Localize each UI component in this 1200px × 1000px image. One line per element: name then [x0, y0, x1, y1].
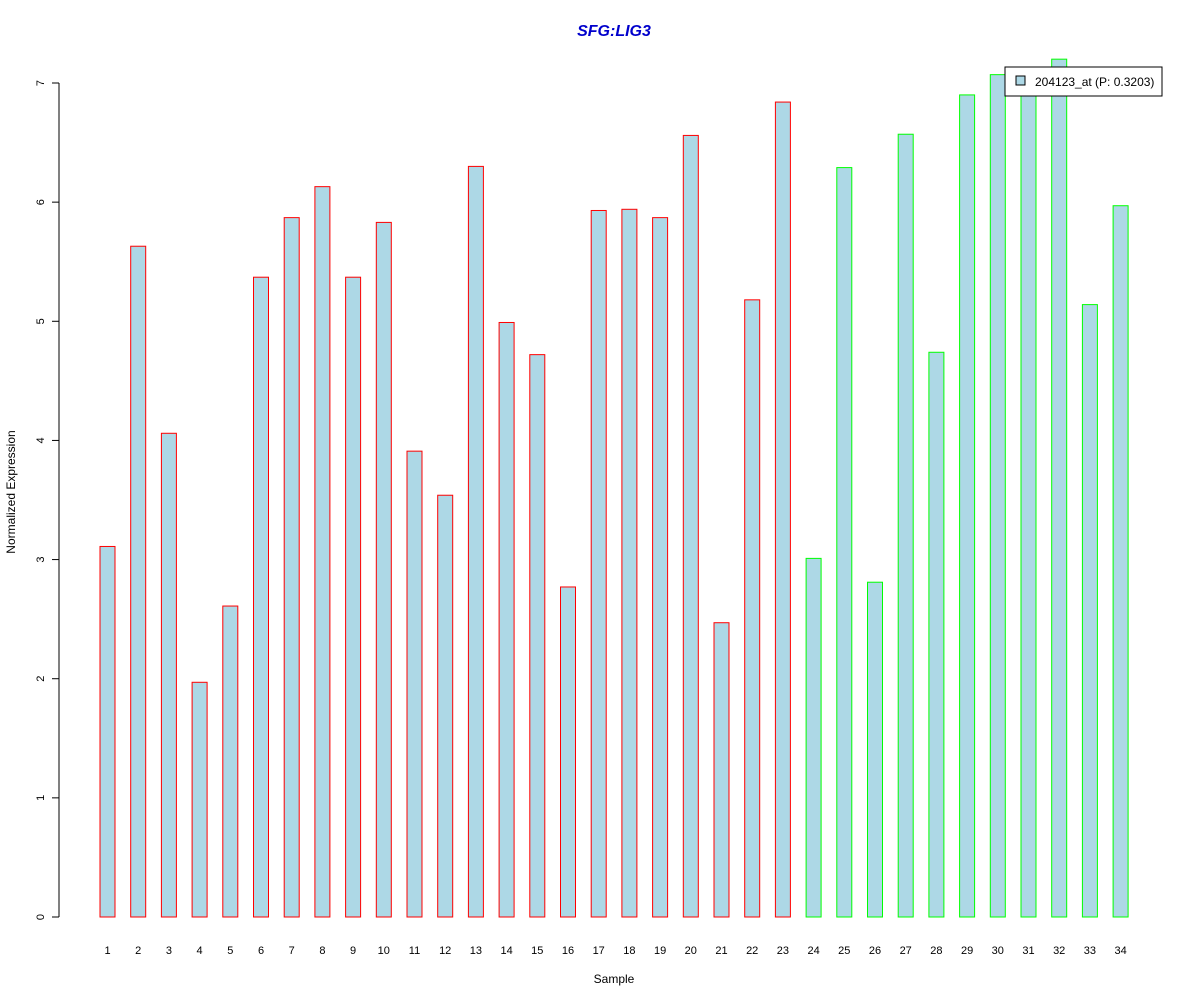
bar-sample-12 [437, 494, 454, 918]
y-axis: 0 1 2 3 4 5 6 7 [35, 80, 60, 920]
bar-sample-22 [744, 299, 761, 918]
legend: 204123_at (P: 0.3203) [1004, 66, 1163, 97]
y-tick-label: 2 [35, 676, 47, 682]
x-tick-label: 4 [197, 945, 203, 957]
bar-sample-28 [928, 351, 945, 918]
x-tick-label: 25 [838, 945, 850, 957]
legend-box [1004, 66, 1163, 97]
x-tick-label: 12 [439, 945, 451, 957]
bar-sample-18 [621, 208, 638, 918]
x-tick-label: 21 [715, 945, 727, 957]
bar-sample-1 [99, 545, 116, 918]
bar-sample-3 [160, 432, 177, 918]
bar-sample-13 [467, 165, 484, 918]
bar-sample-2 [130, 245, 147, 918]
x-tick-label: 15 [531, 945, 543, 957]
bar-sample-5 [222, 605, 239, 918]
legend-label: 204123_at (P: 0.3203) [1035, 75, 1154, 89]
bar-sample-17 [590, 209, 607, 918]
bar-sample-33 [1081, 304, 1098, 918]
x-tick-label: 16 [562, 945, 574, 957]
bar-sample-32 [1051, 58, 1068, 918]
x-tick-label: 3 [166, 945, 172, 957]
x-tick-label: 24 [807, 945, 819, 957]
x-tick-label: 1 [104, 945, 110, 957]
x-tick-label: 2 [135, 945, 141, 957]
x-tick-label: 27 [900, 945, 912, 957]
bar-sample-7 [283, 217, 300, 918]
x-tick-label: 26 [869, 945, 881, 957]
x-tick-label: 13 [470, 945, 482, 957]
bar-sample-11 [406, 450, 423, 918]
x-tick-label: 11 [409, 945, 420, 957]
y-tick-label: 0 [35, 914, 47, 920]
bar-sample-21 [713, 622, 730, 918]
bar-sample-9 [345, 276, 362, 918]
x-tick-label: 17 [593, 945, 605, 957]
x-tick-label: 32 [1053, 945, 1065, 957]
x-tick-label: 34 [1114, 945, 1126, 957]
bar-sample-23 [774, 101, 791, 918]
x-tick-label: 9 [350, 945, 356, 957]
x-tick-label: 5 [227, 945, 233, 957]
y-tick-label: 3 [35, 557, 47, 563]
x-tick-label: 18 [623, 945, 635, 957]
y-axis-label: Normalized Expression [4, 430, 18, 553]
chart-title: SFG:LIG3 [577, 23, 651, 40]
bar-sample-34 [1112, 205, 1129, 918]
bar-sample-8 [314, 186, 331, 918]
y-tick-label: 5 [35, 318, 47, 324]
x-tick-label: 8 [319, 945, 325, 957]
x-tick-label: 33 [1084, 945, 1096, 957]
x-tick-label: 23 [777, 945, 789, 957]
x-tick-label: 22 [746, 945, 758, 957]
x-tick-label: 20 [685, 945, 697, 957]
y-tick-label: 7 [35, 80, 47, 86]
x-tick-label: 30 [992, 945, 1004, 957]
bar-sample-26 [867, 581, 883, 918]
bar-sample-20 [682, 134, 699, 918]
x-tick-label: 19 [654, 945, 666, 957]
bar-sample-15 [529, 354, 546, 918]
y-tick-label: 1 [35, 795, 47, 801]
x-tick-label: 28 [930, 945, 942, 957]
bar-sample-29 [959, 94, 976, 918]
x-tick-label: 10 [378, 945, 390, 957]
bar-sample-19 [652, 217, 669, 918]
bar-sample-14 [498, 321, 515, 918]
bar-sample-24 [805, 557, 822, 918]
bar-sample-25 [836, 167, 853, 918]
bar-sample-16 [560, 586, 576, 918]
x-tick-label: 6 [258, 945, 264, 957]
bars [99, 58, 1129, 918]
x-tick-label: 7 [289, 945, 295, 957]
legend-swatch [1015, 75, 1026, 86]
x-tick-label: 29 [961, 945, 973, 957]
x-tick-label: 31 [1022, 945, 1034, 957]
bar-sample-6 [253, 276, 269, 918]
x-tick-label: 14 [500, 945, 512, 957]
bar-sample-4 [191, 681, 208, 918]
x-axis: 1 2 3 4 5 6 7 8 9 10 11 12 13 14 15 16 17 18 19 20 21 22 23 24 2… [104, 945, 1126, 957]
bar-sample-10 [375, 221, 392, 918]
bar-sample-31 [1020, 90, 1037, 918]
bar-sample-30 [989, 74, 1006, 918]
x-axis-label: Sample [594, 972, 635, 986]
y-tick-label: 6 [35, 199, 47, 205]
y-tick-label: 4 [35, 437, 47, 443]
bar-sample-27 [897, 133, 914, 918]
